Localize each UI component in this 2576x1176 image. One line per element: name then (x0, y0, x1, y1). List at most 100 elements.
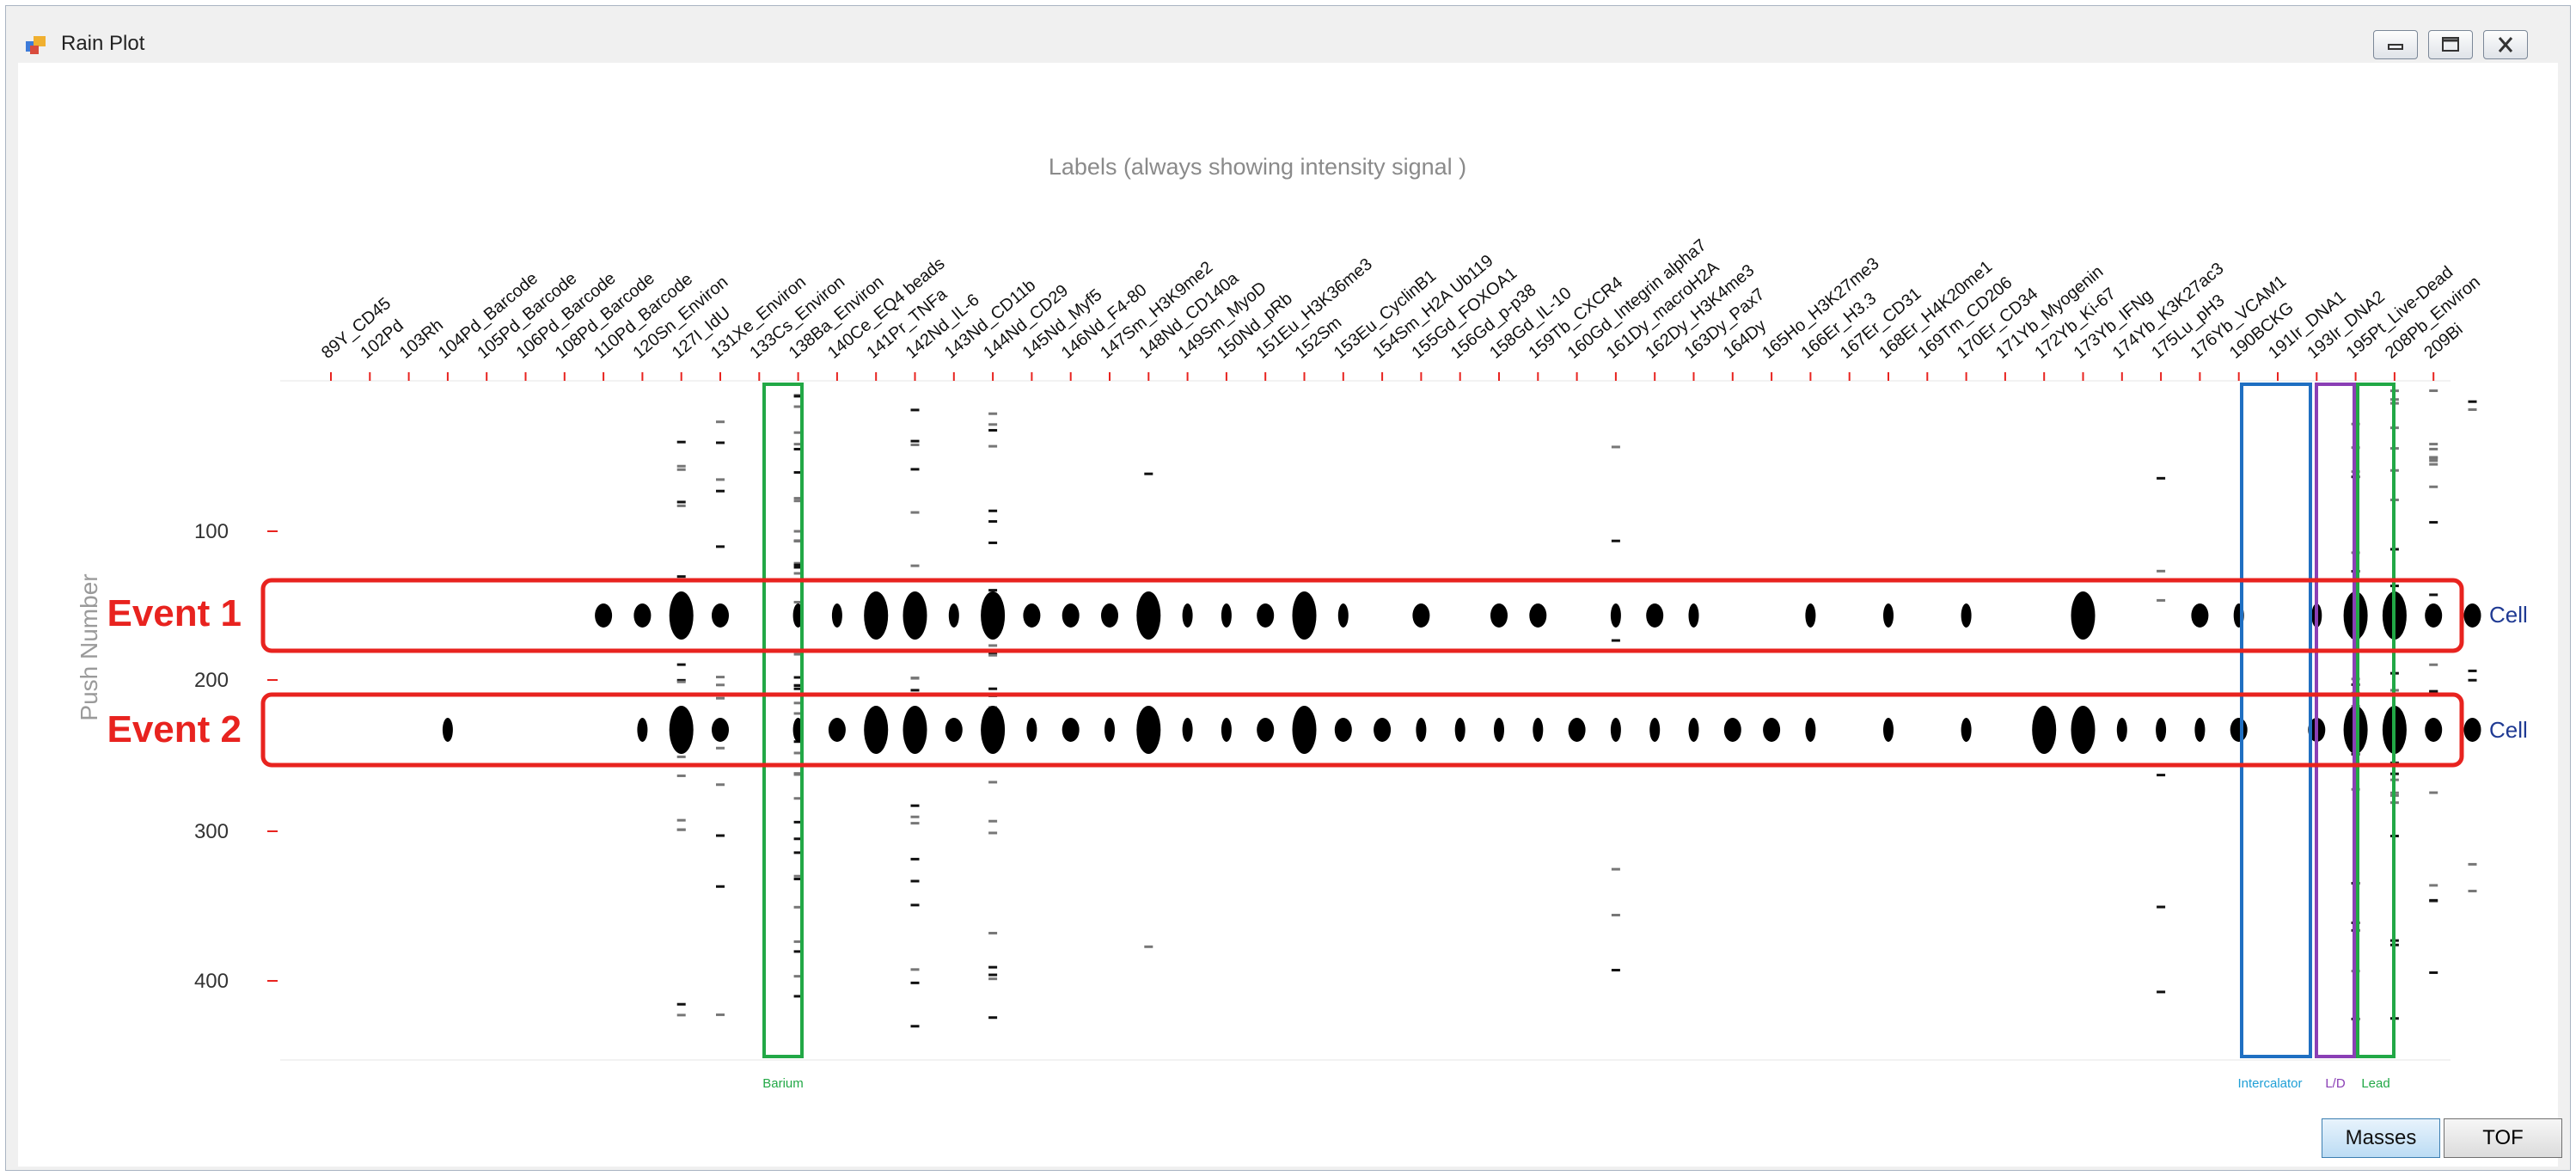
signal-dash (793, 395, 803, 398)
close-button[interactable] (2483, 30, 2528, 59)
signal-blob (1688, 718, 1699, 742)
signal-blob (903, 591, 927, 640)
signal-dash (793, 820, 803, 824)
signal-blob (2463, 603, 2481, 628)
signal-blob (1490, 603, 1508, 628)
signal-dash (793, 687, 803, 690)
signal-dash (716, 885, 725, 888)
signal-dash (2468, 862, 2477, 866)
signal-dash (793, 499, 803, 503)
signal-blob (1221, 718, 1232, 742)
masses-button[interactable]: Masses (2322, 1118, 2440, 1158)
signal-blob (2194, 718, 2206, 742)
signal-dash (988, 819, 998, 823)
signal-dash (2429, 462, 2438, 466)
signal-blob (1649, 718, 1661, 742)
maximize-icon (2442, 37, 2459, 52)
signal-dash (988, 1016, 998, 1020)
signal-dash (910, 804, 920, 807)
tof-button[interactable]: TOF (2444, 1118, 2562, 1158)
y-ticks: 100 200 300 400 (194, 520, 278, 993)
signal-dash (910, 677, 920, 680)
signal-dash (2157, 476, 2166, 480)
event-1-cell-label: Cell (2489, 602, 2528, 628)
signal-dash (793, 563, 803, 567)
signal-blob (1568, 718, 1586, 742)
live-dead-group-label: L/D (2325, 1076, 2346, 1091)
signal-blob (595, 603, 613, 628)
signal-dash (988, 781, 998, 784)
signal-dash (793, 995, 803, 998)
signal-dash (910, 468, 920, 471)
signal-blob (1454, 718, 1465, 742)
signal-blob (1257, 603, 1275, 628)
maximize-button[interactable] (2428, 30, 2473, 59)
signal-dash (910, 1025, 920, 1028)
signal-dash (676, 678, 686, 682)
signal-blob (1646, 603, 1664, 628)
signal-dash (676, 774, 686, 777)
signal-blob (981, 706, 1006, 754)
signal-dash (2468, 400, 2477, 403)
signal-dash (793, 652, 803, 656)
event-2-box (260, 692, 2464, 768)
signal-dash (988, 687, 998, 690)
signal-dash (988, 644, 998, 647)
signal-dash (1144, 945, 1153, 948)
signal-dash (793, 874, 803, 878)
signal-blob (864, 591, 889, 640)
signal-blob (2032, 706, 2057, 754)
signal-dash (793, 443, 803, 446)
signal-dash (793, 975, 803, 978)
signal-dash (676, 1002, 686, 1006)
signal-dash (910, 857, 920, 861)
y-tick-label: 400 (194, 970, 229, 993)
signal-dash (988, 652, 998, 655)
signal-dash (988, 541, 998, 544)
signal-dash (2157, 774, 2166, 777)
signal-blob (1023, 603, 1041, 628)
signal-dash (988, 973, 998, 977)
signal-dash (716, 489, 725, 493)
signal-blob (1062, 603, 1080, 628)
signal-dash (793, 572, 803, 575)
signal-blob (1374, 718, 1392, 742)
signal-dash (793, 471, 803, 475)
signal-blob (2191, 603, 2209, 628)
signal-dash (793, 561, 803, 565)
signal-blob (1026, 718, 1037, 742)
signal-blob (1416, 718, 1427, 742)
signal-dash (910, 903, 920, 907)
signal-blob (1292, 591, 1317, 640)
barium-group-label: Barium (762, 1076, 804, 1091)
minimize-button[interactable] (2373, 30, 2418, 59)
signal-dash (676, 440, 686, 444)
signal-dash (2157, 569, 2166, 573)
lead-group-box (2356, 383, 2395, 1058)
signal-dash (1611, 969, 1620, 972)
signal-dash (676, 500, 686, 504)
signal-blob (669, 591, 694, 640)
signal-dash (1611, 445, 1620, 449)
signal-blob (903, 706, 927, 754)
signal-blob (633, 603, 652, 628)
signal-blob (1688, 603, 1699, 628)
signal-blob (864, 706, 889, 754)
rain-plot: Labels (always showing intensity signal … (76, 154, 2528, 1091)
signal-dash (988, 931, 998, 934)
y-tick-label: 200 (194, 669, 229, 692)
signal-blob (1334, 718, 1352, 742)
signal-dash (2429, 689, 2438, 693)
signal-dash (2429, 663, 2438, 666)
event-1-label: Event 1 (107, 592, 242, 634)
plot-area: Labels (always showing intensity signal … (18, 63, 2558, 1167)
channel-ticks (330, 372, 2435, 381)
signal-dash (2429, 898, 2438, 902)
signal-dash (793, 773, 803, 776)
intercalator-group-box (2240, 383, 2312, 1058)
signal-dash (2429, 593, 2438, 597)
signal-blob (2425, 603, 2443, 628)
signal-dash (910, 815, 920, 818)
signal-blob (2463, 718, 2481, 742)
signal-dash (676, 504, 686, 507)
